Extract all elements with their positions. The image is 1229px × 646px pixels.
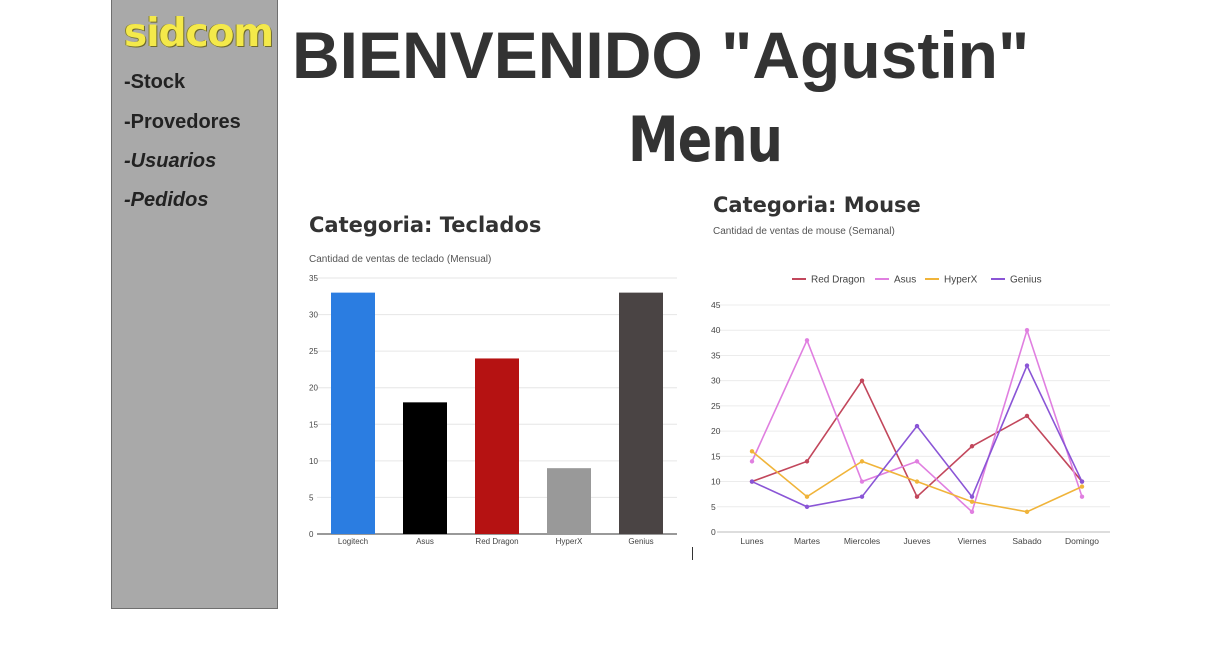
line-x-tick-label: Sabado xyxy=(1012,536,1042,546)
sidcom-logo: sidcom xyxy=(124,11,274,56)
series-point xyxy=(749,449,755,454)
series-point xyxy=(859,494,865,499)
legend-label: Genius xyxy=(1010,275,1042,286)
series-point xyxy=(804,494,810,499)
series-point xyxy=(804,459,810,464)
series-point xyxy=(969,499,975,504)
series-point xyxy=(969,509,975,515)
teclados-chart-subtitle: Cantidad de ventas de teclado (Mensual) xyxy=(309,254,492,265)
line-y-tick-label: 20 xyxy=(711,426,721,436)
line-x-tick-label: Lunes xyxy=(740,536,763,546)
line-y-tick-label: 40 xyxy=(711,325,721,335)
text-cursor xyxy=(692,547,693,560)
legend-label: Red Dragon xyxy=(811,275,865,286)
bar-y-tick-label: 15 xyxy=(309,420,318,429)
teclados-bar-chart: 0 5 10 15 20 25 30 35 Logitech Asus Red Dragon Hype… xyxy=(309,274,677,546)
bar-y-tick-label: 10 xyxy=(309,457,318,466)
line-y-tick-label: 30 xyxy=(711,376,721,386)
bar xyxy=(331,292,375,534)
bar-x-tick-label: Red Dragon xyxy=(475,537,518,546)
mouse-line-chart: 0 5 10 15 20 25 30 35 40 45 Lunes Martes Miercoles Ju… xyxy=(711,275,1110,546)
series-point xyxy=(749,479,755,484)
bar-y-tick-label: 30 xyxy=(309,311,318,320)
series-point xyxy=(969,494,975,499)
bar-x-tick-label: HyperX xyxy=(556,537,583,546)
bar xyxy=(403,402,447,534)
bar xyxy=(619,292,663,534)
line-x-tick-label: Martes xyxy=(794,536,820,546)
mouse-chart-subtitle: Cantidad de ventas de mouse (Semanal) xyxy=(713,226,895,237)
series-point xyxy=(1079,494,1085,499)
legend-label: HyperX xyxy=(944,275,978,286)
bar-y-tick-label: 35 xyxy=(309,274,318,283)
bar-y-tick-label: 20 xyxy=(309,384,318,393)
bar-y-tick-label: 0 xyxy=(309,530,314,539)
menu-heading: Menu xyxy=(628,103,783,176)
bar-x-tick-label: Asus xyxy=(416,537,434,546)
line-x-tick-label: Viernes xyxy=(958,536,987,546)
line-y-tick-label: 5 xyxy=(711,502,716,512)
legend-label: Asus xyxy=(894,275,916,286)
line-x-tick-label: Miercoles xyxy=(844,536,880,546)
line-y-tick-label: 25 xyxy=(711,401,721,411)
series-line xyxy=(751,363,1083,508)
series-point xyxy=(969,444,975,449)
series-point xyxy=(1024,328,1030,333)
series-point xyxy=(914,423,920,429)
series-point xyxy=(914,494,920,499)
welcome-heading: BIENVENIDO "Agustin" xyxy=(292,18,1030,92)
bar-y-tick-label: 25 xyxy=(309,347,318,356)
series-point xyxy=(804,504,810,509)
series-point xyxy=(914,479,920,484)
bar xyxy=(475,358,519,534)
nav-item-pedidos[interactable]: -Pedidos xyxy=(124,189,209,211)
series-point xyxy=(859,459,865,464)
nav-item-usuarios[interactable]: -Usuarios xyxy=(124,150,217,172)
series-point xyxy=(859,378,865,383)
line-y-tick-label: 0 xyxy=(711,527,716,537)
series-point xyxy=(914,459,920,464)
nav-item-stock[interactable]: -Stock xyxy=(124,71,186,93)
mouse-chart-title: Categoria: Mouse xyxy=(713,193,921,217)
series-point xyxy=(1024,363,1030,368)
line-y-tick-label: 35 xyxy=(711,350,721,360)
line-y-tick-label: 15 xyxy=(711,451,721,461)
line-x-tick-label: Domingo xyxy=(1065,536,1099,546)
series-line xyxy=(751,327,1083,514)
line-y-tick-label: 10 xyxy=(711,477,721,487)
bar-y-tick-label: 5 xyxy=(309,493,314,502)
series-point xyxy=(749,459,755,464)
series-point xyxy=(1024,509,1030,515)
bar-x-tick-label: Genius xyxy=(628,537,653,546)
nav-item-provedores[interactable]: -Provedores xyxy=(124,111,241,133)
series-point xyxy=(1079,479,1085,484)
series-point xyxy=(1079,484,1085,489)
series-point xyxy=(1024,413,1030,419)
teclados-chart-title: Categoria: Teclados xyxy=(309,213,542,237)
series-line xyxy=(751,379,1083,499)
series-point xyxy=(804,338,810,343)
sidebar: sidcom -Stock -Provedores -Usuarios -Ped… xyxy=(111,0,278,609)
bar-x-tick-label: Logitech xyxy=(338,537,368,546)
series-point xyxy=(859,479,865,484)
line-y-tick-label: 45 xyxy=(711,300,721,310)
bar xyxy=(547,468,591,534)
line-x-tick-label: Jueves xyxy=(904,536,931,546)
